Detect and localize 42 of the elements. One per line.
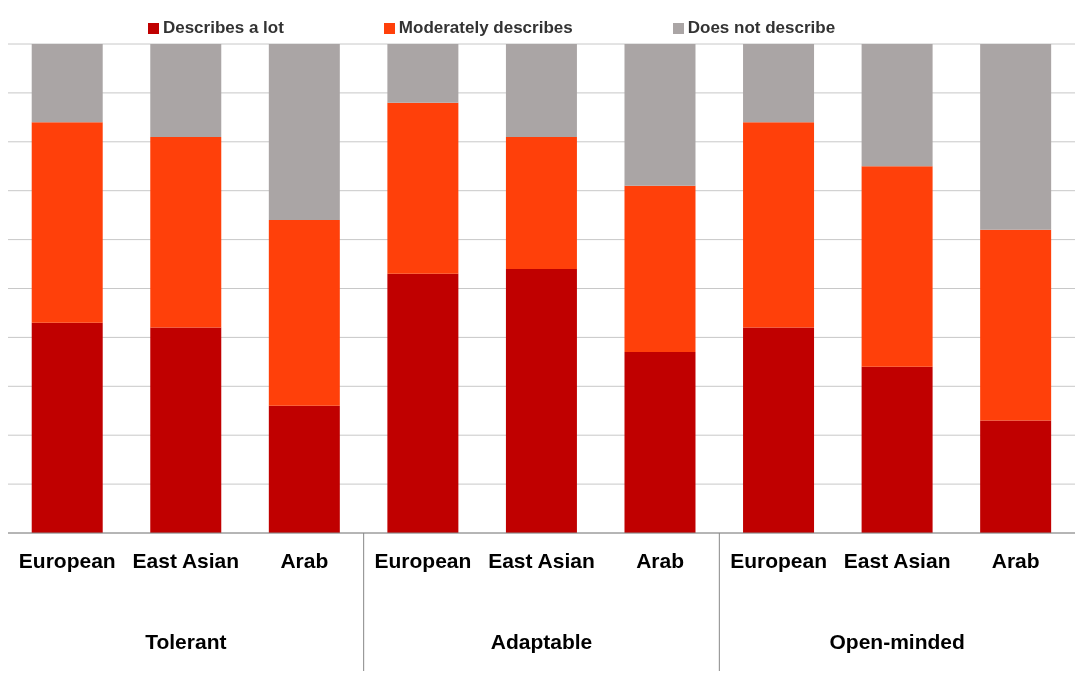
bar [387,44,459,103]
x-tick-label: East Asian [843,548,951,572]
text: Adaptable [490,630,593,653]
x-tick-label: East Asian [488,548,595,572]
legend-label: Moderately describes [398,18,573,37]
x-tick-label: Arab [280,548,329,572]
x-tick-label: European [374,548,472,572]
bar [150,136,222,328]
bar [31,44,103,123]
bar [150,44,222,137]
bar [743,44,815,123]
bar [505,44,577,137]
x-tick-label: European [18,548,116,572]
bar [861,366,933,533]
bar [861,166,933,367]
x-tick-label: European [730,548,828,572]
text: Tolerant [145,630,227,653]
x-tick-label: East Asian [132,548,240,572]
bar [505,136,577,269]
bar [505,268,577,533]
bar [624,185,696,353]
bar [31,322,103,533]
bar [624,352,696,533]
x-tick-label: Arab [991,548,1040,572]
bar [150,327,222,533]
bar [743,122,815,328]
text: Open-minded [829,630,965,653]
legend-label: Describes a lot [162,18,284,37]
bar [268,44,340,221]
bar [387,273,459,533]
bar [387,102,459,274]
bar [624,44,696,186]
bar [980,420,1052,533]
bar [268,220,340,406]
x-tick-label: Arab [636,548,684,572]
bar [861,44,933,167]
legend-label: Does not describe [687,18,836,37]
bar [31,122,103,323]
bar [980,44,1052,230]
bar [268,405,340,533]
bar [743,327,815,533]
bar [980,229,1052,421]
